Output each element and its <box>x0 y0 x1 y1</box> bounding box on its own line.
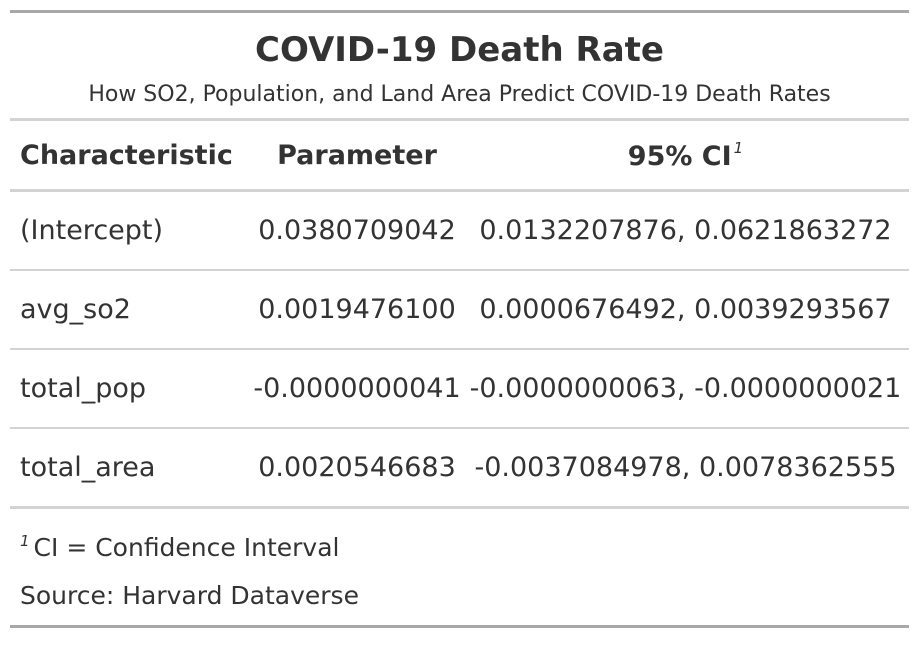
row-parameter: 0.0380709042 <box>252 190 462 271</box>
row-parameter: -0.0000000041 <box>252 349 462 429</box>
top-rule <box>10 10 909 13</box>
header-row: Characteristic Parameter 95% CI 1 <box>10 121 909 192</box>
row-characteristic: avg_so2 <box>10 270 252 350</box>
table-row: total_area 0.0020546683 -0.0037084978, 0… <box>10 428 909 509</box>
row-characteristic: (Intercept) <box>10 190 252 271</box>
table-row: avg_so2 0.0019476100 0.0000676492, 0.003… <box>10 270 909 350</box>
row-characteristic: total_pop <box>10 349 252 429</box>
row-ci: -0.0000000063, -0.0000000021 <box>462 349 909 429</box>
header-ci: 95% CI 1 <box>462 121 909 192</box>
regression-table: COVID-19 Death Rate How SO2, Population,… <box>10 10 909 628</box>
row-ci: -0.0037084978, 0.0078362555 <box>462 428 909 509</box>
header-ci-footnote-mark: 1 <box>733 138 744 157</box>
header-ci-label: 95% CI <box>627 140 732 172</box>
row-ci: 0.0000676492, 0.0039293567 <box>462 270 909 350</box>
table-title: COVID-19 Death Rate <box>255 30 664 70</box>
row-characteristic: total_area <box>10 428 252 509</box>
row-parameter: 0.0019476100 <box>252 270 462 350</box>
table-row: (Intercept) 0.0380709042 0.0132207876, 0… <box>10 190 909 271</box>
source-note: Source: Harvard Dataverse <box>10 567 909 628</box>
header-parameter: Parameter <box>252 121 462 192</box>
row-parameter: 0.0020546683 <box>252 428 462 509</box>
table-row: total_pop -0.0000000041 -0.0000000063, -… <box>10 349 909 429</box>
table-footnote: 1 CI = Confidence Interval <box>10 509 909 567</box>
footnote-mark: 1 <box>20 532 30 550</box>
row-ci: 0.0132207876, 0.0621863272 <box>462 190 909 271</box>
table-subtitle: How SO2, Population, and Land Area Predi… <box>10 78 909 121</box>
header-characteristic-label: Characteristic <box>20 139 233 171</box>
footnote-text: CI = Confidence Interval <box>33 533 340 562</box>
header-parameter-label: Parameter <box>277 139 437 171</box>
header-characteristic: Characteristic <box>10 121 252 192</box>
results-table: Characteristic Parameter 95% CI 1 (Interc… <box>10 121 909 509</box>
